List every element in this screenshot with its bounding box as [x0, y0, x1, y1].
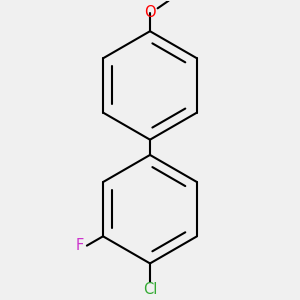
Text: F: F	[76, 238, 84, 253]
Text: O: O	[144, 5, 156, 20]
Text: Cl: Cl	[143, 282, 157, 297]
